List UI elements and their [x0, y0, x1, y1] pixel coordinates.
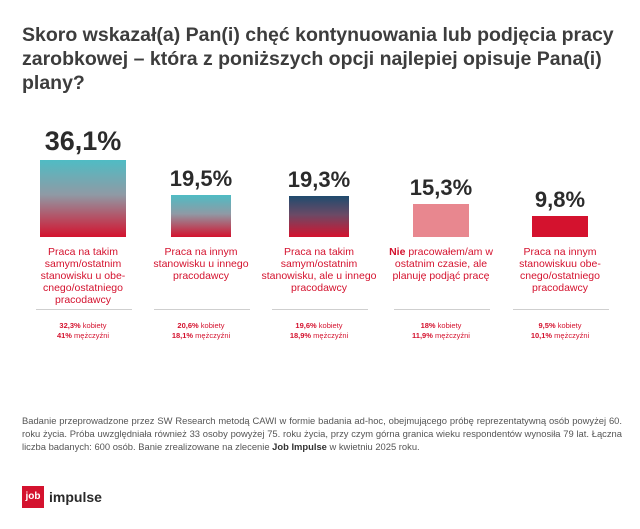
category-label: Praca na innym stanowisku u innego praco…: [153, 246, 249, 282]
divider: [36, 309, 132, 310]
gender-breakdown: 32,3% kobiety 41% mężczyźni: [28, 321, 138, 341]
bar-value-label: 15,3%: [409, 175, 473, 200]
gender-breakdown: 9,5% kobiety 10,1% mężczyźni: [505, 321, 615, 341]
gender-breakdown: 20,6% kobiety 18,1% mężczyźni: [146, 321, 256, 341]
men-value: 10,1% mężczyźni: [530, 331, 590, 340]
footnote-tail: w kwietniu 2025 roku.: [329, 441, 420, 452]
logo-text: impulse: [49, 489, 102, 505]
bar: [171, 195, 231, 237]
divider: [513, 309, 609, 310]
category-label: Praca na takim samym/ostatnim stanowisku…: [261, 246, 377, 294]
gender-breakdown: 19,6% kobiety 18,9% mężczyźni: [264, 321, 374, 341]
divider: [154, 309, 250, 310]
women-value: 9,5% kobiety: [538, 321, 582, 330]
divider: [394, 309, 490, 310]
bar-value-label: 19,3%: [287, 167, 351, 192]
logo-box: job: [22, 486, 44, 508]
bar-value-label: 19,5%: [169, 166, 233, 191]
bar-value-label: 36,1%: [44, 126, 122, 156]
women-value: 32,3% kobiety: [59, 321, 107, 330]
category-label-bold: Nie: [389, 246, 406, 258]
footnote: Badanie przeprowadzone przez SW Research…: [22, 414, 622, 453]
chart-title: Skoro wskazał(a) Pan(i) chęć kontynuowan…: [22, 24, 614, 94]
bar-column: 9,8% Praca na innym stanowiskuu obe-cnego…: [505, 120, 615, 350]
bar-column: 15,3% Nie pracowałem/am w ostatnim czasie…: [386, 120, 496, 350]
women-value: 20,6% kobiety: [177, 321, 225, 330]
category-label: Nie pracowałem/am w ostatnim czasie, ale…: [389, 246, 493, 282]
men-value: 18,1% mężczyźni: [171, 331, 231, 340]
divider: [272, 309, 368, 310]
gender-breakdown: 18% kobiety 11,9% mężczyźni: [386, 321, 496, 341]
men-value: 41% mężczyźni: [56, 331, 110, 340]
bar-column: 19,5% Praca na innym stanowisku u innego …: [146, 120, 256, 350]
footnote-brand: Job Impulse: [272, 441, 327, 452]
bar-value-label: 9,8%: [534, 187, 586, 212]
bar-column: 19,3% Praca na takim samym/ostatnim stano…: [262, 120, 377, 350]
women-value: 19,6% kobiety: [295, 321, 343, 330]
bar-column: 36,1% Praca na takim samym/ostatnim stano…: [28, 120, 138, 350]
category-label: Praca na takim samym/ostatnim stanowisku…: [40, 246, 126, 306]
category-label: Praca na innym stanowiskuu obe-cnego/ost…: [519, 246, 601, 294]
women-value: 18% kobiety: [420, 321, 462, 330]
footnote-text: Badanie przeprowadzone przez SW Research…: [22, 415, 622, 452]
bar: [40, 160, 126, 237]
men-value: 11,9% mężczyźni: [412, 331, 470, 340]
bar: [532, 216, 588, 237]
bar: [413, 204, 469, 237]
men-value: 18,9% mężczyźni: [289, 331, 349, 340]
bar: [289, 196, 349, 237]
